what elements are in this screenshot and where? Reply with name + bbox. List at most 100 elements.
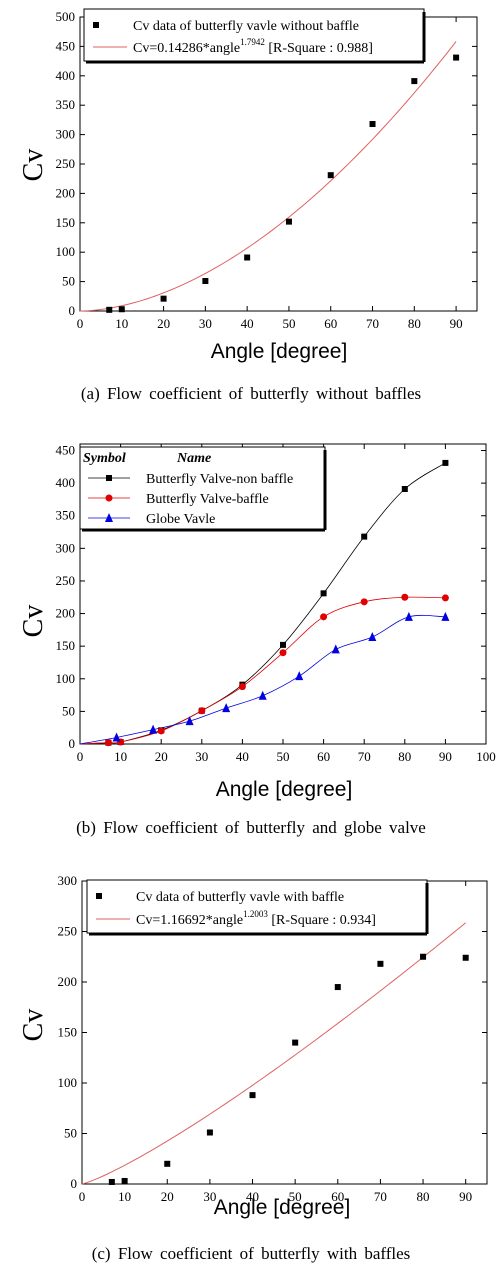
y-tick-label-a: 100 xyxy=(56,244,76,259)
x-tick-label-a: 60 xyxy=(324,316,337,331)
data-point-a xyxy=(106,306,113,313)
x-axis-title-c: Angle [degree] xyxy=(214,1196,351,1219)
x-tick-label-c: 70 xyxy=(374,1189,387,1204)
data-point-globe-vavle xyxy=(368,632,377,642)
data-point-globe-vavle xyxy=(404,611,413,621)
chart-c: 0 10 20 30 40 50 60 70 80 90 0 50 100 150 200 250 300 Cv… xyxy=(18,873,488,1219)
data-point-c xyxy=(249,1092,256,1099)
axes-a: 0 10 20 30 40 50 60 70 80 90 0 50 100 150 200 250 300 350… xyxy=(56,9,478,331)
data-point-butterfly-valve-non-baffle xyxy=(280,641,286,648)
marks-c xyxy=(81,922,469,1185)
data-point-a xyxy=(285,218,292,225)
data-point-c xyxy=(206,1129,213,1136)
y-tick-label-c: 250 xyxy=(58,924,78,939)
x-tick-label-b: 20 xyxy=(155,749,168,764)
data-point-globe-vavle xyxy=(185,716,194,726)
legend-header-symbol: Symbol xyxy=(83,451,126,466)
legend-c: Cv data of butterfly vavle with baffle C… xyxy=(86,879,429,936)
caption-c: (c) Flow coefficient of butterfly with b… xyxy=(91,1244,411,1263)
y-tick-label-c: 200 xyxy=(58,974,78,989)
x-tick-label-b: 80 xyxy=(398,749,411,764)
x-tick-label-c: 30 xyxy=(203,1189,216,1204)
x-tick-label-b: 90 xyxy=(439,749,452,764)
data-point-a xyxy=(369,121,376,128)
data-point-c xyxy=(462,954,469,961)
x-tick-label-b: 60 xyxy=(317,749,330,764)
x-tick-label-b: 100 xyxy=(476,749,496,764)
data-point-a xyxy=(202,278,209,285)
legend-label-fit: Cv=0.14286*angle1.7942 [R-Square : 0.988… xyxy=(133,37,373,56)
data-point-c xyxy=(121,1177,128,1184)
data-point-globe-vavle xyxy=(295,671,304,681)
x-tick-label-c: 50 xyxy=(289,1189,302,1204)
data-point-butterfly-valve-non-baffle xyxy=(320,590,327,597)
data-point-globe-vavle xyxy=(441,611,450,621)
data-point-c xyxy=(420,953,427,960)
x-tick-label-b: 40 xyxy=(236,749,249,764)
y-axis-title-b: Cv xyxy=(18,605,49,638)
data-point-butterfly-valve-baffle xyxy=(279,649,287,657)
legend-label-data: Cv data of butterfly vavle without baffl… xyxy=(133,19,359,34)
data-point-c xyxy=(108,1178,115,1185)
x-tick-label-c: 60 xyxy=(331,1189,344,1204)
x-tick-label-b: 0 xyxy=(77,749,84,764)
y-tick-label-a: 350 xyxy=(56,97,76,112)
x-axis-title-a: Angle [degree] xyxy=(211,340,348,363)
y-tick-label-c: 0 xyxy=(71,1176,78,1191)
data-point-butterfly-valve-baffle xyxy=(441,594,449,602)
x-tick-label-b: 50 xyxy=(277,749,290,764)
marks-a xyxy=(79,41,460,313)
data-point-a xyxy=(411,78,418,85)
y-tick-label-b: 150 xyxy=(56,638,76,653)
x-tick-label-c: 80 xyxy=(417,1189,430,1204)
legend-marker-globe-vavle xyxy=(105,513,113,522)
y-tick-label-b: 300 xyxy=(56,540,76,555)
x-tick-label-a: 10 xyxy=(115,316,128,331)
x-tick-label-a: 0 xyxy=(77,316,84,331)
data-point-c xyxy=(334,984,341,991)
legend-label-globe-vavle: Globe Vavle xyxy=(146,512,215,527)
axes-b: 0 10 20 30 40 50 60 70 80 90 100 0 50 100 150 200 250 300… xyxy=(56,443,496,764)
x-tick-label-a: 50 xyxy=(282,316,295,331)
data-point-butterfly-valve-baffle xyxy=(401,593,409,601)
x-tick-label-b: 70 xyxy=(358,749,371,764)
y-tick-label-b: 250 xyxy=(56,573,76,588)
x-tick-label-a: 30 xyxy=(199,316,212,331)
x-tick-label-b: 30 xyxy=(195,749,208,764)
legend-label-butterfly-valve-baffle: Butterfly Valve-baffle xyxy=(146,492,269,507)
y-tick-label-a: 150 xyxy=(56,215,76,230)
legend-a: Cv data of butterfly vavle without baffl… xyxy=(83,8,426,64)
y-tick-label-c: 150 xyxy=(58,1025,78,1040)
data-point-butterfly-valve-non-baffle xyxy=(361,533,368,540)
data-point-butterfly-valve-baffle xyxy=(198,707,206,715)
legend-marker-square xyxy=(96,893,102,899)
x-axis-title-b: Angle [degree] xyxy=(216,778,353,801)
legend-label-data: Cv data of butterfly vavle with baffle xyxy=(136,890,344,905)
x-tick-label-a: 90 xyxy=(450,316,463,331)
y-tick-label-c: 100 xyxy=(58,1075,78,1090)
data-point-butterfly-valve-non-baffle xyxy=(442,459,449,466)
data-point-c xyxy=(377,960,384,967)
y-tick-label-a: 300 xyxy=(56,127,76,142)
y-tick-label-c: 50 xyxy=(64,1126,77,1141)
y-tick-label-a: 0 xyxy=(69,303,76,318)
data-point-butterfly-valve-baffle xyxy=(104,739,112,747)
y-tick-label-b: 350 xyxy=(56,508,76,523)
y-tick-label-a: 500 xyxy=(56,9,76,24)
x-tick-label-c: 90 xyxy=(459,1189,472,1204)
y-axis-title-a: Cv xyxy=(18,149,49,182)
data-point-a xyxy=(244,254,251,261)
y-tick-label-a: 400 xyxy=(56,68,76,83)
data-point-a xyxy=(118,306,125,313)
marks-b xyxy=(79,459,450,747)
legend-header-name: Name xyxy=(176,451,211,466)
data-point-c xyxy=(164,1160,171,1167)
fit-curve-a xyxy=(79,41,457,312)
data-point-globe-vavle xyxy=(331,644,340,654)
x-tick-label-b: 10 xyxy=(114,749,127,764)
caption-b: (b) Flow coefficient of butterfly and gl… xyxy=(76,818,426,837)
data-point-globe-vavle xyxy=(112,732,121,742)
y-tick-label-b: 200 xyxy=(56,606,76,621)
data-point-a xyxy=(453,54,460,61)
y-tick-label-b: 400 xyxy=(56,475,76,490)
